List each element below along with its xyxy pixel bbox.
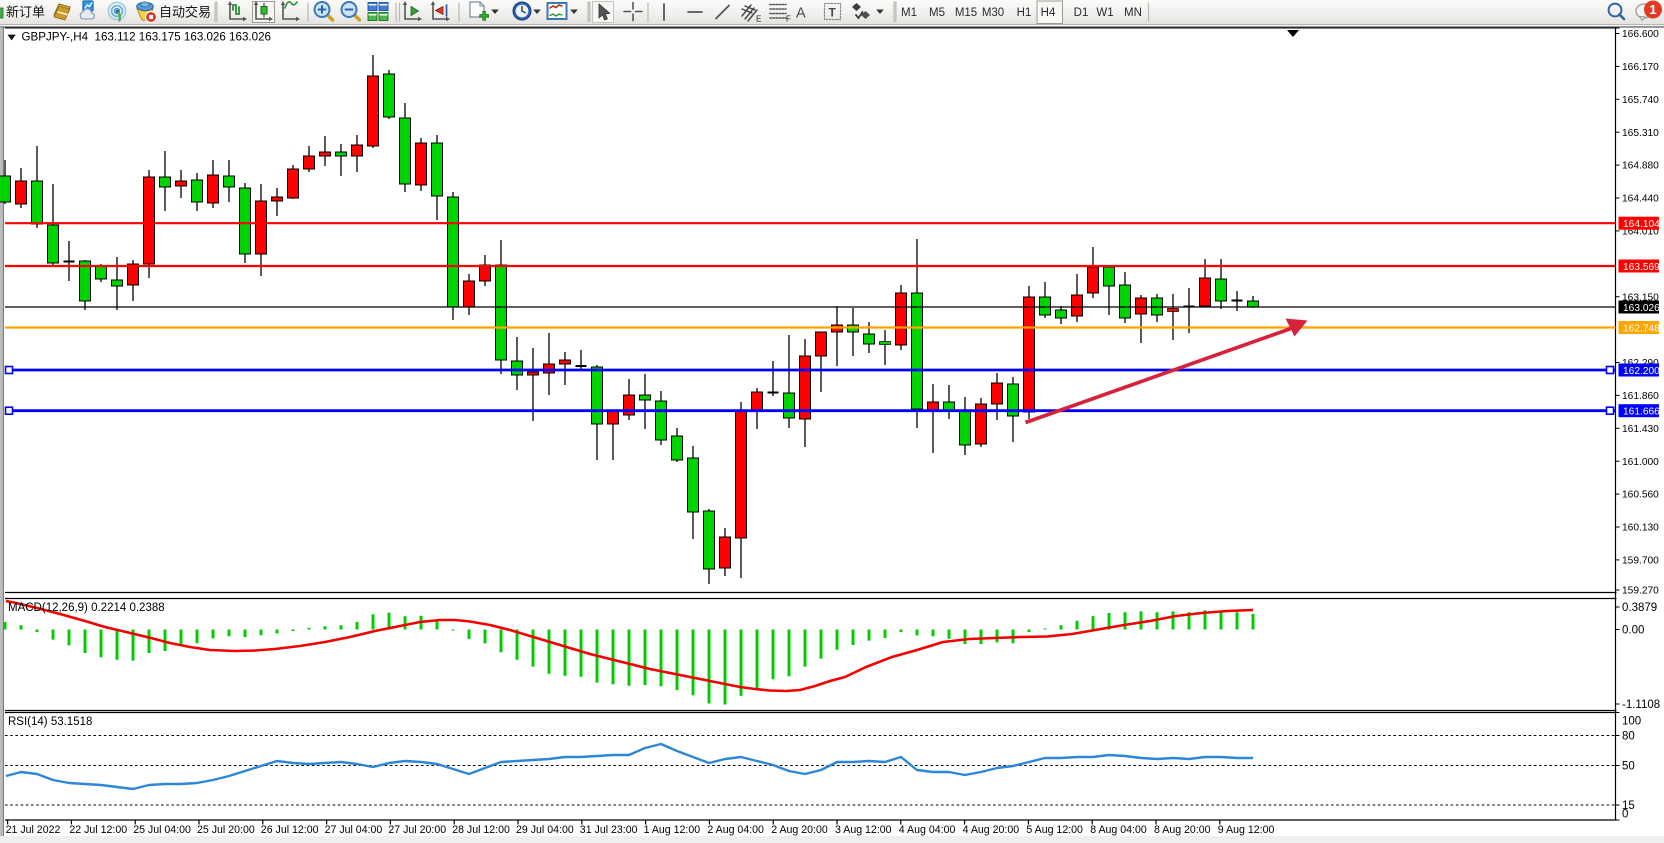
svg-text:100: 100 [1622, 716, 1641, 728]
svg-text:8 Aug 04:00: 8 Aug 04:00 [1090, 824, 1147, 836]
svg-text:21 Jul 2022: 21 Jul 2022 [6, 824, 61, 836]
svg-text:163.026: 163.026 [1623, 303, 1660, 314]
svg-text:-1.1108: -1.1108 [1622, 699, 1660, 711]
svg-text:T: T [829, 6, 837, 20]
svg-text:4 Aug 20:00: 4 Aug 20:00 [963, 824, 1020, 836]
svg-text:3 Aug 12:00: 3 Aug 12:00 [835, 824, 892, 836]
svg-text:161.666: 161.666 [1623, 407, 1660, 418]
svg-text:H4: H4 [1041, 7, 1056, 19]
svg-text:W1: W1 [1096, 7, 1113, 19]
svg-text:H1: H1 [1017, 7, 1032, 19]
svg-text:8 Aug 20:00: 8 Aug 20:00 [1154, 824, 1211, 836]
svg-text:M30: M30 [982, 7, 1004, 19]
svg-text:161.860: 161.860 [1622, 391, 1659, 402]
svg-text:161.000: 161.000 [1622, 457, 1659, 468]
svg-text:22 Jul 12:00: 22 Jul 12:00 [69, 824, 127, 836]
svg-text:164.880: 164.880 [1622, 161, 1659, 172]
svg-text:166.600: 166.600 [1622, 29, 1659, 40]
svg-text:29 Jul 04:00: 29 Jul 04:00 [516, 824, 574, 836]
svg-text:MN: MN [1124, 7, 1142, 19]
svg-text:28 Jul 12:00: 28 Jul 12:00 [452, 824, 510, 836]
svg-text:M5: M5 [929, 7, 945, 19]
svg-text:162.748: 162.748 [1623, 323, 1660, 334]
svg-text:15: 15 [1622, 800, 1635, 812]
svg-text:163.569: 163.569 [1623, 262, 1660, 273]
svg-text:5 Aug 12:00: 5 Aug 12:00 [1026, 824, 1083, 836]
svg-text:159.270: 159.270 [1622, 586, 1659, 597]
svg-text:2 Aug 04:00: 2 Aug 04:00 [707, 824, 764, 836]
svg-text:2 Aug 20:00: 2 Aug 20:00 [771, 824, 828, 836]
svg-text:166.170: 166.170 [1622, 62, 1659, 73]
svg-text:25 Jul 20:00: 25 Jul 20:00 [197, 824, 255, 836]
svg-text:31 Jul 23:00: 31 Jul 23:00 [580, 824, 638, 836]
svg-text:160.130: 160.130 [1622, 523, 1659, 534]
svg-text:D1: D1 [1074, 7, 1089, 19]
svg-text:A: A [796, 6, 806, 22]
svg-text:163.150: 163.150 [1622, 292, 1659, 303]
svg-text:F: F [786, 15, 791, 24]
svg-text:0.3879: 0.3879 [1622, 602, 1657, 614]
svg-text:4 Aug 04:00: 4 Aug 04:00 [899, 824, 956, 836]
svg-text:160.560: 160.560 [1622, 490, 1659, 501]
svg-text:80: 80 [1622, 731, 1635, 743]
svg-text:1 Aug 12:00: 1 Aug 12:00 [644, 824, 701, 836]
svg-text:164.010: 164.010 [1622, 227, 1659, 238]
svg-text:M15: M15 [955, 7, 977, 19]
svg-text:26 Jul 12:00: 26 Jul 12:00 [261, 824, 319, 836]
svg-text:GBPJPY-,H4 163.112 163.175 16: GBPJPY-,H4 163.112 163.175 163.026 163.0… [22, 31, 271, 44]
svg-text:27 Jul 20:00: 27 Jul 20:00 [388, 824, 446, 836]
svg-text:E: E [756, 15, 761, 24]
svg-text:0: 0 [1622, 809, 1628, 821]
svg-text:新订单: 新订单 [6, 5, 45, 20]
svg-text:159.700: 159.700 [1622, 556, 1659, 567]
svg-text:161.430: 161.430 [1622, 424, 1659, 435]
svg-text:50: 50 [1622, 761, 1635, 773]
svg-text:165.310: 165.310 [1622, 128, 1659, 139]
svg-text:25 Jul 04:00: 25 Jul 04:00 [133, 824, 191, 836]
svg-text:27 Jul 04:00: 27 Jul 04:00 [325, 824, 383, 836]
svg-text:自动交易: 自动交易 [159, 5, 211, 20]
svg-text:164.104: 164.104 [1623, 219, 1660, 230]
svg-text:MACD(12,26,9) 0.2214 0.2388: MACD(12,26,9) 0.2214 0.2388 [8, 602, 165, 614]
svg-text:1: 1 [1649, 2, 1656, 17]
svg-text:M1: M1 [901, 7, 917, 19]
svg-text:164.440: 164.440 [1622, 194, 1659, 205]
svg-text:162.200: 162.200 [1623, 366, 1660, 377]
svg-text:RSI(14) 53.1518: RSI(14) 53.1518 [8, 716, 92, 728]
svg-text:0.00: 0.00 [1622, 625, 1644, 637]
svg-text:9 Aug 12:00: 9 Aug 12:00 [1218, 824, 1275, 836]
svg-text:165.740: 165.740 [1622, 95, 1659, 106]
